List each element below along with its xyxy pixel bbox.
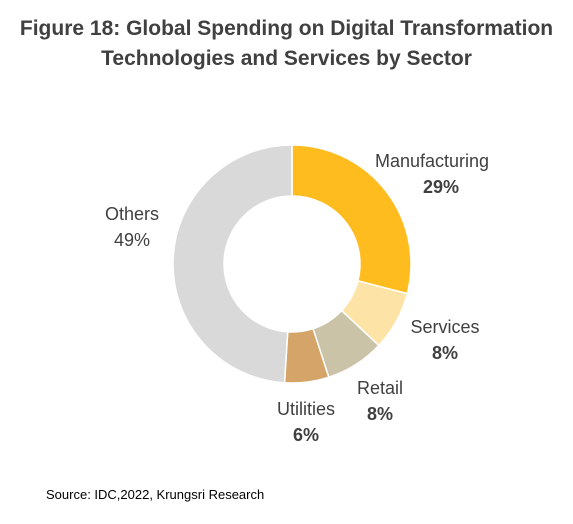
slice-value-utilities: 6% — [292, 425, 319, 445]
slice-name-retail: Retail — [356, 378, 404, 398]
slice-label-retail: Retail 8% — [350, 375, 410, 427]
chart-title-line-1: Figure 18: Global Spending on Digital Tr… — [19, 17, 554, 40]
slice-others — [172, 144, 293, 384]
slice-label-others: Others 49% — [94, 201, 170, 253]
slice-value-services: 8% — [431, 343, 458, 363]
source-note: Source: IDC,2022, Krungsri Research — [46, 487, 265, 502]
slice-name-utilities: Utilities — [276, 399, 335, 419]
slice-name-manufacturing: Manufacturing — [375, 151, 490, 171]
slice-label-manufacturing: Manufacturing 29% — [375, 148, 489, 200]
slice-value-retail: 8% — [366, 404, 393, 424]
slice-label-utilities: Utilities 6% — [268, 396, 344, 448]
chart-title-line-2: Technologies and Services by Sector — [101, 47, 472, 70]
chart-title: Figure 18: Global Spending on Digital Tr… — [0, 14, 573, 74]
slice-name-others: Others — [104, 204, 160, 224]
slice-value-others: 49% — [113, 230, 151, 250]
slice-label-services: Services 8% — [408, 314, 482, 366]
slice-value-manufacturing: 29% — [423, 177, 460, 197]
slice-manufacturing — [291, 144, 412, 295]
slice-name-services: Services — [410, 317, 480, 337]
